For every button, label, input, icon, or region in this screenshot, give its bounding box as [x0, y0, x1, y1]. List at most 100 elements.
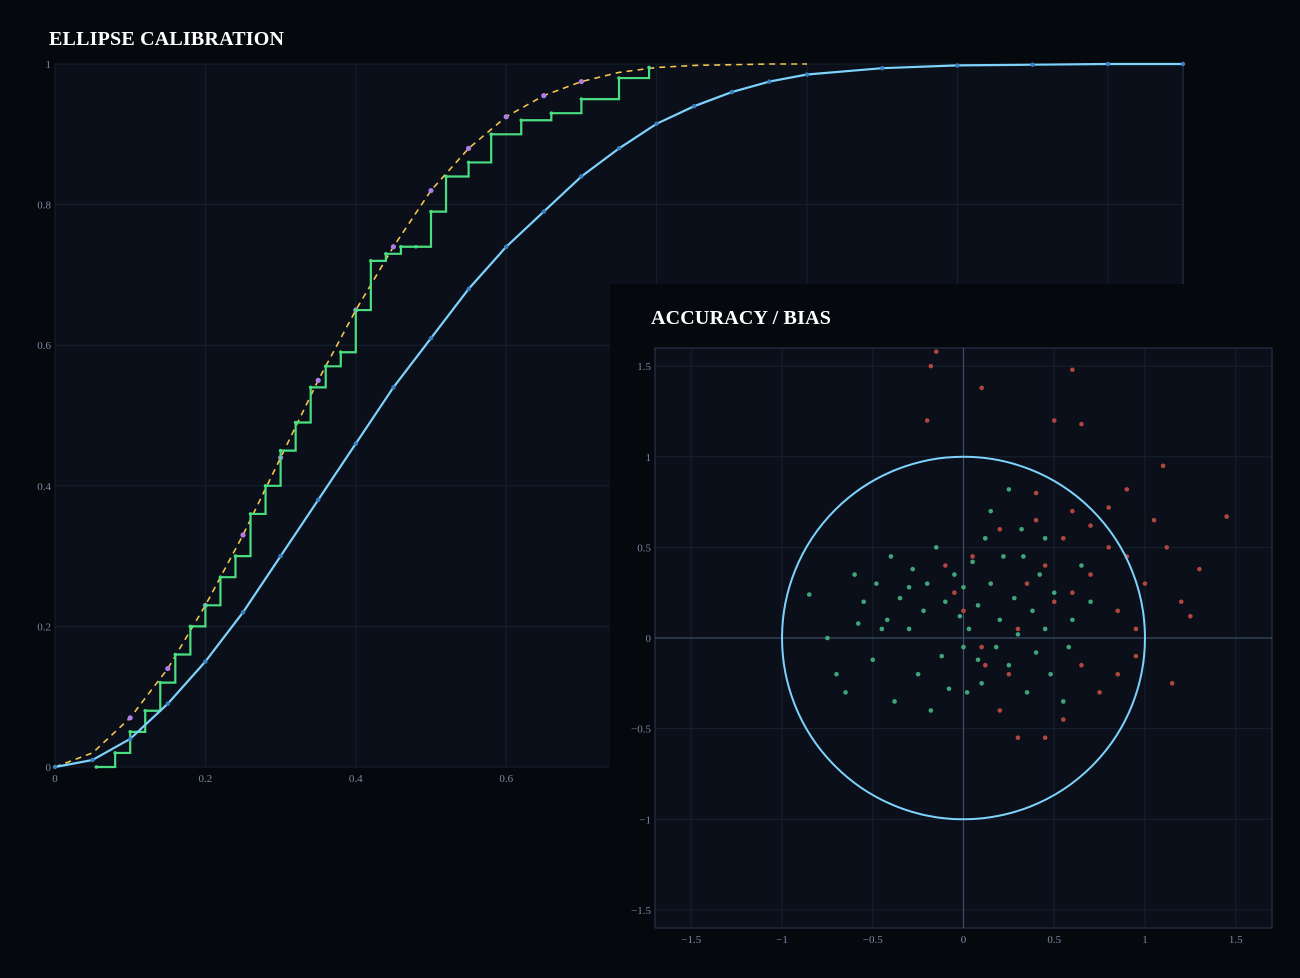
point-red [933, 349, 939, 354]
point-theoretical [804, 72, 810, 77]
point-green [933, 545, 939, 550]
point-empirical [579, 97, 584, 101]
point-green [1051, 590, 1057, 595]
point-green [988, 508, 994, 514]
point-green [924, 581, 930, 586]
point-green [1030, 608, 1035, 614]
accuracy-bias-panel: −1.5 −1 −0.5 0 0.5 1 1.5 −1.5 −1 −0.5 0 0.5 1 1.5 [610, 284, 1300, 974]
point-red [1151, 517, 1157, 523]
point-green [961, 584, 966, 590]
point-red [997, 526, 1003, 532]
y-tick-label: 1 [646, 452, 652, 464]
point-red [952, 590, 957, 595]
point-empirical [384, 252, 388, 256]
point-green [1079, 563, 1084, 568]
point-green [884, 617, 890, 623]
point-empirical [338, 350, 343, 355]
point-green [906, 584, 912, 590]
point-green [979, 681, 984, 686]
point-theoretical [428, 335, 434, 341]
point-green [939, 653, 945, 659]
point-green [952, 572, 957, 577]
point-theoretical [579, 174, 584, 179]
y-tick-label: 0.4 [37, 481, 51, 493]
point-empirical [549, 111, 554, 116]
x-tick-label: 0.2 [199, 773, 213, 785]
point-red [1061, 536, 1066, 541]
point-theoretical [240, 610, 246, 615]
point-red [1164, 545, 1170, 550]
point-empirical [489, 132, 493, 137]
point-red [1133, 626, 1139, 632]
point-empirical [248, 512, 253, 516]
y-tick-label: 0.5 [637, 542, 651, 554]
point-reference [165, 665, 171, 672]
point-red [1070, 590, 1075, 595]
point-reference [240, 532, 246, 538]
point-red [1070, 367, 1075, 373]
point-empirical [444, 174, 448, 179]
point-red [928, 363, 934, 369]
point-green [834, 671, 839, 677]
point-green [1037, 572, 1043, 577]
point-green [910, 566, 915, 572]
point-theoretical [654, 121, 659, 126]
point-red [1115, 671, 1121, 677]
point-empirical [617, 76, 621, 80]
point-theoretical [203, 659, 208, 664]
point-red [1178, 599, 1184, 605]
point-green [1066, 644, 1072, 650]
point-theoretical [316, 497, 321, 503]
point-reference [503, 114, 509, 120]
point-red [1024, 581, 1030, 586]
point-green [892, 699, 897, 704]
y-tick-label: 0 [46, 762, 52, 774]
point-green [1015, 632, 1021, 637]
point-red [961, 608, 966, 614]
point-green [879, 626, 885, 632]
chart-title-ellipse-calibration: ELLIPSE CALIBRATION [49, 28, 285, 50]
point-empirical [647, 65, 651, 70]
point-green [997, 617, 1003, 623]
y-tick-label: −1 [639, 814, 651, 826]
point-empirical [113, 751, 117, 755]
point-green [806, 592, 812, 597]
x-tick-label: 0.4 [349, 773, 363, 785]
point-empirical [158, 680, 163, 685]
point-red [1033, 490, 1039, 496]
point-theoretical [616, 146, 622, 151]
point-red [979, 644, 984, 650]
point-green [1033, 650, 1039, 655]
point-green [1012, 595, 1017, 601]
point-empirical [278, 448, 283, 453]
point-red [1061, 717, 1066, 722]
point-theoretical [165, 701, 170, 706]
point-green [861, 599, 866, 605]
x-tick-label: 0.5 [1047, 934, 1061, 946]
point-red [1033, 517, 1039, 523]
point-reference [578, 78, 585, 85]
point-theoretical [353, 441, 358, 446]
x-tick-label: −1.5 [681, 934, 701, 946]
x-tick-label: 1 [1142, 934, 1148, 946]
point-red [1015, 735, 1021, 740]
point-green [1001, 554, 1006, 559]
point-empirical [188, 624, 193, 629]
point-green [982, 536, 988, 541]
point-green [843, 690, 848, 695]
point-green [825, 635, 830, 641]
point-green [975, 657, 981, 663]
point-red [1088, 572, 1093, 577]
point-empirical [143, 708, 148, 713]
point-reference [428, 187, 434, 194]
x-tick-label: 0 [961, 934, 967, 946]
point-theoretical [466, 286, 471, 292]
point-green [993, 644, 999, 650]
point-red [1142, 581, 1148, 586]
point-red [1051, 599, 1057, 605]
point-green [957, 613, 963, 619]
point-empirical [323, 364, 328, 369]
series-line-empirical [96, 67, 651, 769]
point-red [1042, 735, 1048, 740]
point-red [924, 418, 930, 423]
